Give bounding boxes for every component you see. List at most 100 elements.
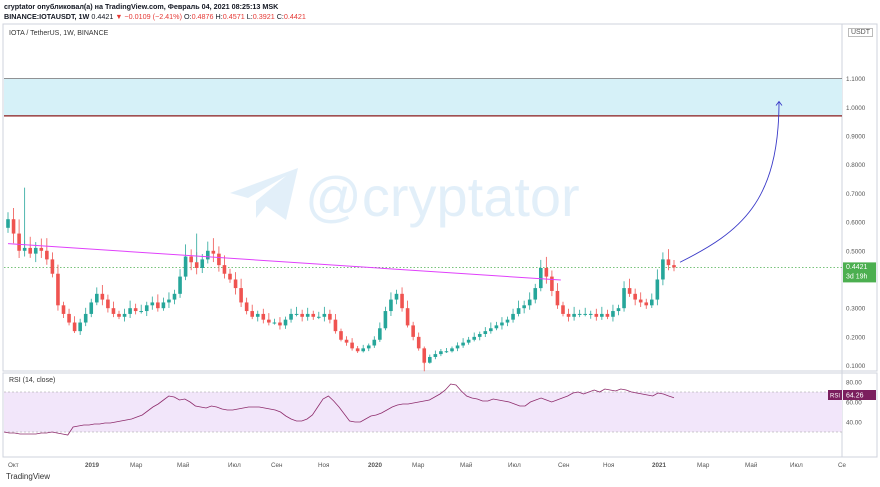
price-axis[interactable]: 1.1000 1.0000 0.9000 0.8000 0.7000 0.6000 0.50… — [846, 76, 866, 370]
time-axis[interactable]: Окт 2019 Мар Май Июл Сен Ноя 2020 Мар Май Июл Сен Но… — [8, 461, 847, 469]
low-label: L: — [246, 12, 253, 21]
price-badge-countdown: 3d 19h — [846, 273, 868, 280]
candle — [566, 308, 571, 322]
candle — [594, 308, 599, 321]
candle — [128, 300, 132, 318]
candle — [206, 241, 210, 264]
price-tick: 0.7000 — [846, 191, 866, 198]
candle — [466, 336, 471, 345]
price-tick: 0.5000 — [846, 248, 866, 255]
price-tick: 0.6000 — [846, 220, 866, 227]
time-tick: Мар — [412, 462, 425, 469]
time-tick: Сен — [558, 462, 570, 469]
candle — [11, 208, 16, 244]
publish-info: cryptator опубликовал(а) на TradingView.… — [4, 2, 279, 11]
candle — [655, 269, 660, 306]
candle — [489, 322, 493, 334]
candle — [439, 348, 443, 357]
candle — [394, 289, 399, 305]
candle — [516, 300, 521, 317]
candle — [178, 269, 182, 298]
candle — [83, 307, 88, 327]
candle — [95, 287, 99, 306]
candle — [605, 309, 610, 320]
candle — [261, 308, 266, 324]
open-value: 0.4876 — [191, 12, 214, 21]
candle — [161, 297, 166, 311]
last-price: 0.4421 — [91, 12, 114, 21]
candle — [539, 259, 543, 292]
svg-text:RSI: RSI — [830, 394, 840, 400]
time-tick: Май — [745, 461, 758, 469]
candle — [616, 304, 621, 316]
rsi-tick: 60.00 — [846, 400, 862, 407]
candle — [477, 331, 482, 341]
candle — [189, 249, 193, 271]
candle — [561, 301, 565, 317]
brand-text: TradingView — [6, 472, 51, 481]
candle — [500, 317, 504, 330]
candle — [328, 309, 332, 324]
projection-arrow[interactable] — [679, 101, 780, 263]
time-tick: Июл — [508, 462, 521, 469]
price-tick: 0.2000 — [846, 334, 866, 341]
price-tick: 0.8000 — [846, 162, 866, 169]
candle — [522, 300, 526, 314]
candle — [28, 236, 32, 258]
rsi-tick: 40.00 — [846, 420, 862, 427]
price-tick: 1.0000 — [846, 105, 866, 112]
candle — [355, 345, 360, 353]
candle — [106, 294, 110, 313]
candle — [622, 281, 626, 312]
candle — [222, 255, 227, 279]
time-tick: Сен — [271, 462, 283, 469]
open-label: O: — [183, 12, 192, 21]
time-tick: Июл — [790, 462, 803, 469]
rsi-badge-value: 64.26 — [846, 393, 864, 400]
rsi-pane-frame — [2, 372, 878, 458]
candle — [272, 318, 277, 325]
candle — [666, 249, 671, 271]
candle — [39, 238, 44, 258]
trendline[interactable] — [7, 243, 561, 281]
rsi-tick: 80.00 — [846, 380, 862, 387]
symbol-label[interactable]: BINANCE:IOTAUSDT, 1W — [4, 12, 90, 21]
close-label: C: — [276, 12, 284, 21]
time-tick: Ноя — [318, 462, 329, 469]
time-tick: Май — [460, 461, 473, 469]
candle — [183, 244, 188, 281]
rsi-band — [4, 392, 842, 432]
candle — [311, 310, 316, 320]
resistance-zone[interactable] — [4, 78, 842, 116]
candle — [72, 316, 77, 334]
price-tick: 1.1000 — [846, 76, 866, 83]
candle — [444, 347, 449, 353]
candle — [583, 307, 587, 317]
candle — [239, 278, 243, 308]
candle — [450, 346, 454, 353]
candle — [278, 317, 282, 330]
ohlc-legend: BINANCE:IOTAUSDT, 1W 0.4421 ▼ −0.0109 (−… — [4, 12, 306, 21]
price-tick: 0.3000 — [846, 306, 866, 313]
watermark: @cryptator — [230, 165, 580, 228]
candle — [350, 338, 354, 351]
candle — [156, 294, 160, 312]
candle — [228, 268, 232, 283]
candle — [600, 306, 604, 320]
candle — [411, 321, 415, 341]
projection-arrowhead — [775, 100, 783, 106]
candle — [283, 316, 288, 329]
candle — [267, 313, 271, 326]
currency-badge[interactable]: USDT — [847, 28, 873, 37]
high-label: H: — [215, 12, 223, 21]
time-tick: Окт — [8, 462, 19, 469]
candle — [255, 310, 260, 322]
candle — [211, 238, 216, 263]
high-value: 0.4571 — [222, 12, 245, 21]
candle — [133, 303, 138, 315]
candle — [117, 310, 121, 320]
candle — [366, 343, 371, 352]
candle — [289, 308, 293, 323]
candle — [45, 238, 49, 265]
